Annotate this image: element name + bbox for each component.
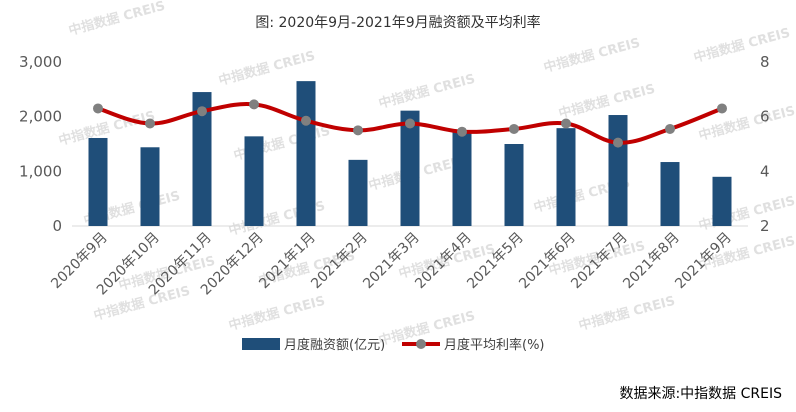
- bar: [452, 130, 472, 226]
- bar: [660, 162, 680, 226]
- left-axis-tick-label: 0: [52, 217, 62, 235]
- rate-marker: [509, 123, 519, 134]
- bar: [504, 144, 524, 226]
- left-axis-tick-label: 3,000: [19, 53, 62, 71]
- watermark-text: 中指数据 CREIS: [227, 293, 327, 334]
- rate-marker: [717, 103, 727, 114]
- watermark-text: 中指数据 CREIS: [697, 103, 796, 144]
- bar: [348, 159, 368, 226]
- left-axis-tick-label: 2,000: [19, 108, 62, 126]
- rate-marker: [197, 106, 207, 117]
- source-note: 数据来源:中指数据 CREIS: [619, 386, 782, 402]
- rate-marker: [665, 123, 675, 134]
- rate-marker: [301, 115, 311, 126]
- bar-series: [88, 81, 732, 226]
- watermark-text: 中指数据 CREIS: [557, 81, 657, 122]
- legend-swatch-marker: [416, 339, 426, 349]
- rate-marker: [145, 118, 155, 129]
- bar: [556, 128, 576, 226]
- bar: [192, 92, 212, 226]
- rate-marker: [561, 118, 571, 129]
- left-axis-tick-label: 1,000: [19, 162, 62, 180]
- bar: [244, 136, 264, 226]
- bar: [296, 81, 316, 226]
- x-axis-ticks: 2020年9月2020年10月2020年11月2020年12月2021年1月20…: [48, 230, 735, 299]
- bar: [712, 176, 732, 226]
- bar: [88, 137, 108, 226]
- right-axis-tick-label: 4: [760, 162, 770, 180]
- rate-marker: [249, 99, 259, 110]
- right-axis-tick-label: 8: [760, 53, 770, 71]
- watermark-text: 中指数据 CREIS: [692, 25, 792, 66]
- left-y-axis: 0 1,000 2,000 3,000: [19, 53, 62, 235]
- watermark-text: 中指数据 CREIS: [67, 0, 167, 39]
- right-axis-tick-label: 6: [760, 108, 770, 126]
- rate-marker: [613, 137, 623, 148]
- rate-marker: [353, 125, 363, 136]
- watermark-text: 中指数据 CREIS: [377, 71, 477, 112]
- bar: [140, 147, 160, 226]
- watermark-text: 中指数据 CREIS: [542, 35, 642, 76]
- legend: 月度融资额(亿元) 月度平均利率(%): [242, 337, 545, 353]
- bar: [400, 110, 420, 226]
- rate-marker: [457, 126, 467, 137]
- right-axis-tick-label: 2: [760, 217, 770, 235]
- chart-title: 图: 2020年9月-2021年9月融资额及平均利率: [255, 14, 540, 31]
- legend-label-line: 月度平均利率(%): [444, 337, 545, 353]
- rate-marker: [405, 118, 415, 129]
- rate-marker: [93, 103, 103, 114]
- watermark-text: 中指数据 CREIS: [697, 193, 796, 234]
- watermark-layer: 中指数据 CREIS 中指数据 CREIS 中指数据 CREIS 中指数据 CREIS…: [57, 0, 796, 349]
- legend-swatch-bar: [242, 338, 280, 350]
- bar: [608, 115, 628, 226]
- line-series: [93, 99, 727, 148]
- watermark-text: 中指数据 CREIS: [577, 293, 677, 334]
- legend-label-bar: 月度融资额(亿元): [284, 337, 385, 353]
- right-y-axis: 2 4 6 8: [760, 53, 770, 235]
